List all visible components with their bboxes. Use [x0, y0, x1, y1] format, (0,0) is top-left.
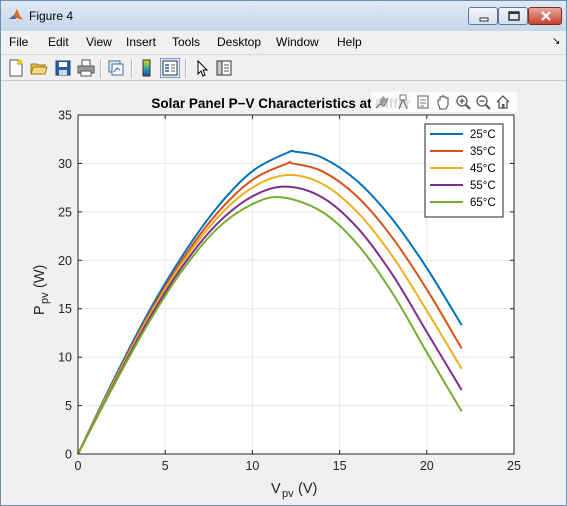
save-icon[interactable] [54, 59, 72, 77]
figure-canvas: 0 5 10 15 20 25 0 5 10 15 20 25 30 35 Solar Panel P−V… [5, 82, 564, 503]
close-button[interactable] [528, 7, 562, 25]
brush-icon[interactable] [375, 96, 389, 109]
legend-label: 55°C [470, 180, 496, 192]
matlab-icon [9, 9, 23, 20]
maximize-button[interactable] [498, 7, 528, 25]
legend[interactable]: 25°C 35°C 45°C 55°C 65°C [424, 123, 504, 218]
x-tick-label: 15 [333, 459, 347, 473]
x-axis-label-sub: pv [282, 488, 294, 500]
maximize-icon [508, 11, 520, 21]
series-line-2 [77, 173, 463, 455]
menu-view[interactable]: View [86, 35, 112, 49]
legend-label: 25°C [470, 129, 496, 141]
menu-help[interactable]: Help [337, 35, 362, 49]
x-tick-label: 5 [162, 459, 169, 473]
axes-box [77, 114, 515, 455]
pan-icon[interactable] [437, 95, 449, 110]
tick-labels: 0 5 10 15 20 25 0 5 10 15 20 25 30 35 [58, 109, 521, 474]
series-line-3 [77, 185, 463, 455]
y-axis-label-main: P [32, 305, 48, 315]
y-axis-label-unit: (W) [32, 265, 48, 288]
window-title: Figure 4 [29, 9, 74, 23]
menu-desktop[interactable]: Desktop [217, 35, 262, 49]
insert-colorbar-icon[interactable] [138, 59, 156, 77]
data-tips-icon[interactable] [398, 94, 408, 110]
x-axis-label-unit: (V) [298, 481, 317, 497]
y-tick-label: 35 [58, 109, 72, 123]
menu-tools[interactable]: Tools [172, 35, 201, 49]
legend-label: 65°C [470, 197, 496, 209]
chart-title: Solar Panel P−V Characteristics at Diffe… [151, 96, 411, 111]
axis-ticks [77, 114, 515, 455]
zoom-in-icon[interactable] [456, 95, 471, 110]
minimize-icon [479, 17, 489, 22]
series-line-0 [77, 149, 463, 455]
y-tick-label: 30 [58, 157, 72, 171]
menu-file[interactable]: File [9, 35, 29, 49]
x-tick-label: 0 [75, 459, 82, 473]
x-tick-label: 20 [420, 459, 434, 473]
figure-toolbar [1, 54, 566, 81]
x-tick-label: 10 [245, 459, 259, 473]
edit-plot-icon[interactable] [193, 59, 211, 77]
y-tick-label: 5 [65, 399, 72, 413]
legend-label: 35°C [470, 146, 496, 158]
toolbar-separator [100, 59, 102, 78]
new-figure-icon[interactable] [7, 59, 25, 77]
title-bar[interactable]: Figure 4 [1, 1, 566, 31]
plot-area: 0 5 10 15 20 25 0 5 10 15 20 25 30 35 Solar Panel P−V… [32, 92, 521, 500]
insert-legend-icon[interactable] [160, 58, 180, 78]
open-file-icon[interactable] [30, 59, 48, 77]
y-tick-label: 25 [58, 205, 72, 219]
y-tick-label: 0 [65, 448, 72, 462]
x-tick-label: 25 [507, 459, 521, 473]
print-icon[interactable] [77, 59, 95, 77]
legend-label: 45°C [470, 163, 496, 175]
series-line-4 [77, 196, 463, 455]
x-axis-label-main: V [271, 481, 281, 497]
series-lines [77, 149, 463, 455]
dock-arrow-icon[interactable]: ↘ [552, 36, 561, 47]
menu-insert[interactable]: Insert [126, 35, 157, 49]
y-axis-label-sub: pv [39, 292, 51, 304]
y-tick-label: 20 [58, 254, 72, 268]
menu-window[interactable]: Window [276, 35, 319, 49]
y-tick-label: 15 [58, 302, 72, 316]
minimize-button[interactable] [468, 7, 498, 25]
menu-edit[interactable]: Edit [48, 35, 69, 49]
export-icon[interactable] [417, 95, 429, 109]
axes-toolbar [371, 92, 517, 112]
link-plot-icon[interactable] [107, 59, 125, 77]
toolbar-separator [185, 59, 187, 78]
toolbar-separator [131, 59, 133, 78]
close-icon [541, 11, 551, 21]
zoom-out-icon[interactable] [476, 95, 491, 110]
y-tick-label: 10 [58, 351, 72, 365]
home-icon[interactable] [496, 95, 510, 109]
menu-bar: File Edit View Insert Tools Desktop Wind… [1, 31, 566, 53]
property-inspector-icon[interactable] [215, 59, 233, 77]
y-axis-label: P pv (W) [32, 265, 51, 315]
x-axis-label: V pv (V) [271, 481, 317, 500]
